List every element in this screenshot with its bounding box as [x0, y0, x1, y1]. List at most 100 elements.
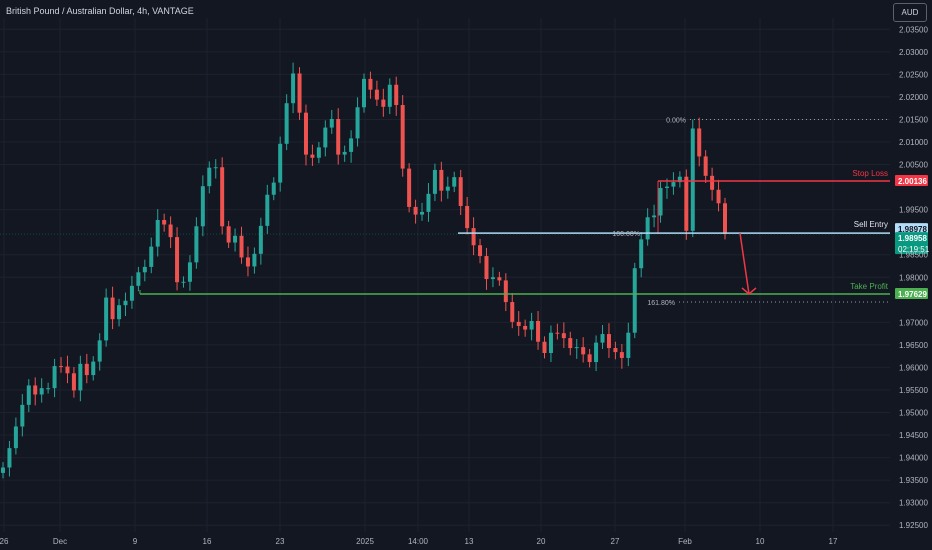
candle	[445, 186, 450, 191]
price-axis[interactable]: 2.03500 2.03000 2.02500 2.02000 2.01500 2.010…	[899, 25, 928, 530]
candle	[368, 78, 373, 90]
candle	[245, 257, 250, 267]
take-profit-tag	[895, 287, 928, 299]
x-tick-label: 17	[829, 537, 838, 546]
candle	[529, 320, 534, 330]
fib-levels: 0.00% 100.00% 161.80%	[612, 117, 890, 307]
candle	[278, 143, 283, 183]
candle	[291, 73, 296, 104]
candle	[690, 128, 695, 231]
candle	[310, 154, 315, 158]
candle	[581, 347, 586, 355]
candle	[200, 186, 205, 227]
candle	[710, 175, 715, 190]
candle	[142, 266, 147, 273]
candle	[91, 361, 96, 376]
candle	[478, 245, 483, 257]
candle	[175, 237, 180, 283]
y-tick-label: 2.00500	[899, 161, 928, 170]
candle	[220, 167, 225, 227]
candle	[639, 239, 644, 269]
stop-loss-tag	[895, 174, 928, 186]
y-tick-label: 2.01000	[899, 138, 928, 147]
candle	[213, 167, 218, 169]
candle	[516, 321, 521, 326]
candle	[613, 348, 618, 353]
candle	[187, 262, 192, 282]
chart-title: British Pound / Australian Dollar, 4h, V…	[6, 6, 194, 16]
current-price-tag	[895, 232, 928, 255]
fib-label: 161.80%	[647, 300, 675, 307]
candle	[555, 332, 560, 334]
candle	[407, 168, 412, 207]
y-tick-label: 1.96500	[899, 341, 928, 350]
candle	[658, 187, 663, 216]
candle	[123, 300, 128, 306]
x-tick-label: 2025	[356, 537, 374, 546]
candle	[664, 186, 669, 188]
y-tick-label: 2.03500	[899, 25, 928, 34]
candle	[168, 224, 173, 238]
candle	[465, 206, 470, 229]
candle	[117, 305, 122, 320]
candle	[110, 297, 115, 320]
current-price-countdown: 02:19:51	[898, 245, 930, 254]
stop-loss-label: Stop Loss	[852, 169, 888, 178]
candle	[323, 127, 328, 148]
candle	[316, 147, 321, 158]
candle	[136, 272, 141, 286]
current-price-tag-text: 1.98958	[898, 234, 927, 243]
take-profit-tag-text: 1.97629	[898, 290, 927, 299]
candle	[381, 99, 386, 107]
candle	[458, 177, 463, 207]
candle	[303, 112, 308, 155]
candle	[355, 107, 360, 139]
x-tick-label: Dec	[53, 537, 67, 546]
y-tick-label: 1.99500	[899, 206, 928, 215]
candle	[619, 352, 624, 358]
candle	[129, 285, 134, 301]
time-axis[interactable]: 26 Dec 9 16 23 2025 14:00 13 20 27 Feb 10 17	[0, 537, 838, 546]
trade-levels: Stop Loss 2.00136 Sell Entry 1.989781.98958…	[0, 169, 930, 299]
candle	[548, 332, 553, 354]
projection-arrow	[739, 233, 750, 295]
candle	[374, 89, 379, 100]
y-tick-label: 1.98000	[899, 273, 928, 282]
x-tick-label: 23	[276, 537, 285, 546]
candle	[1, 467, 5, 473]
sell-entry-tag	[895, 223, 928, 235]
candle	[336, 118, 341, 155]
candle	[716, 189, 721, 204]
candle	[33, 385, 38, 395]
candle	[452, 177, 457, 187]
currency-button[interactable]: AUD	[893, 3, 927, 22]
y-tick-label: 1.95000	[899, 409, 928, 418]
candle	[342, 151, 347, 155]
candle	[155, 219, 160, 247]
candle	[362, 78, 366, 108]
fib-label: 0.00%	[666, 117, 686, 124]
stop-loss-tag-text: 2.00136	[898, 177, 927, 186]
x-tick-label: 16	[203, 537, 212, 546]
candle	[542, 341, 547, 354]
fib-label: 100.00%	[612, 231, 640, 238]
candle	[697, 128, 702, 157]
candle	[46, 388, 51, 390]
candle	[413, 206, 418, 215]
candle	[20, 404, 25, 427]
candle	[13, 426, 18, 449]
candle	[594, 342, 599, 363]
candle	[645, 217, 650, 240]
candle	[420, 211, 425, 215]
candle	[510, 302, 515, 322]
candle	[181, 281, 186, 283]
candle	[7, 448, 12, 468]
candle	[587, 354, 592, 363]
candle	[439, 169, 444, 191]
candle	[723, 203, 727, 234]
candle	[26, 385, 31, 405]
candle	[574, 347, 579, 349]
candle	[207, 167, 212, 187]
candle	[606, 334, 611, 349]
